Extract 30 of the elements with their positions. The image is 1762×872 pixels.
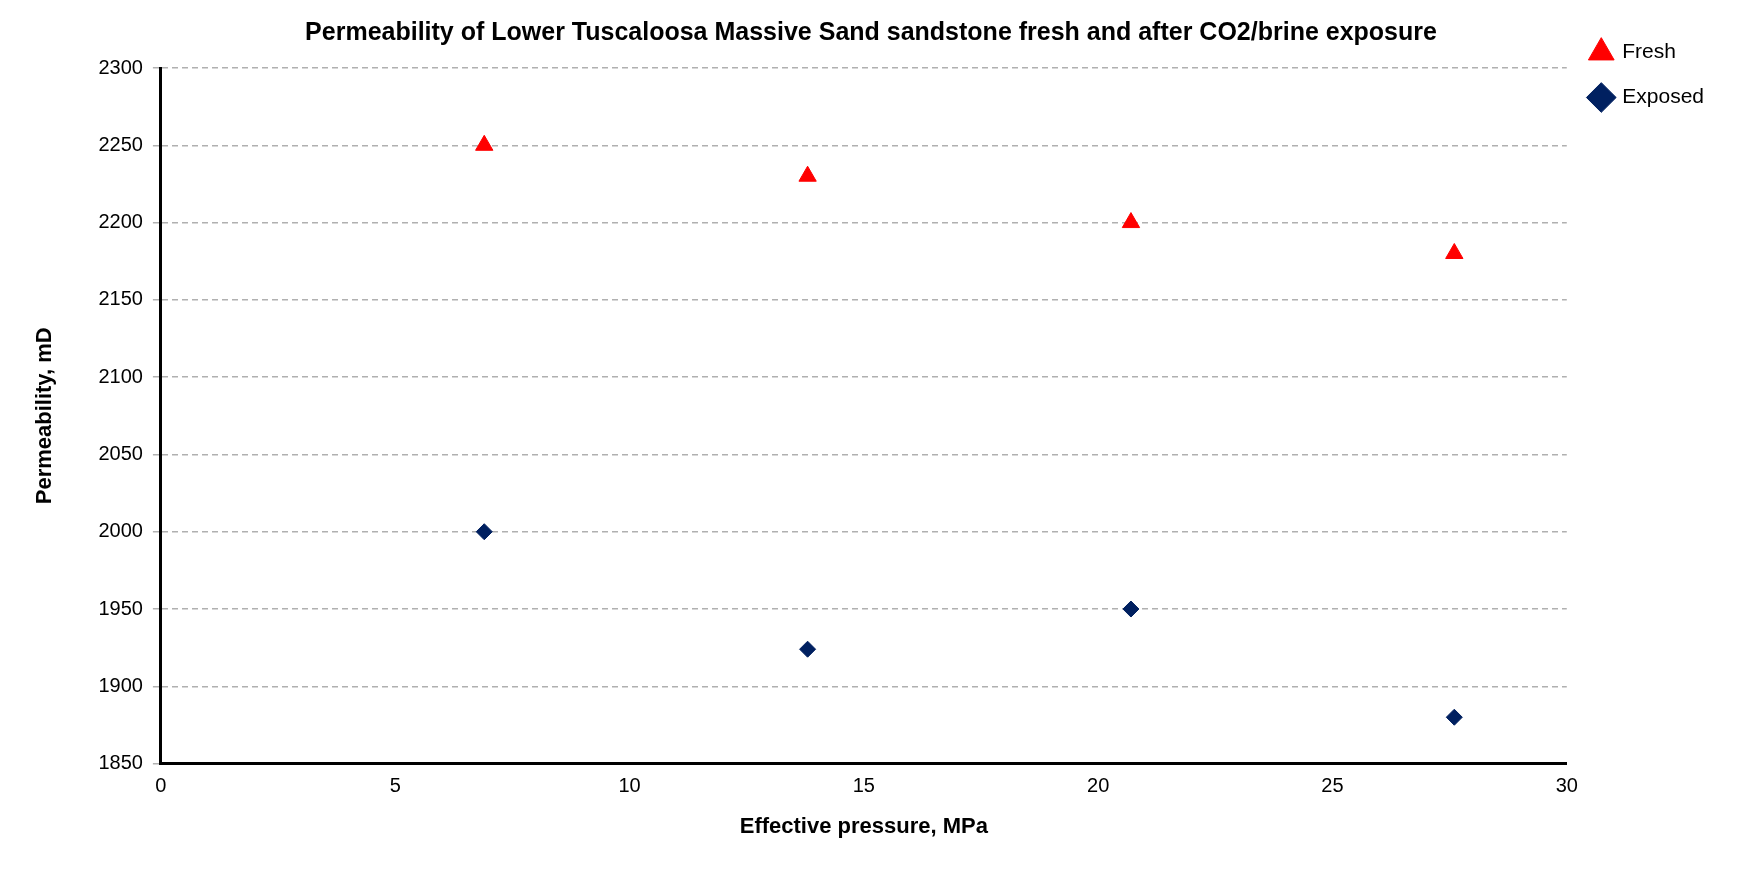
point [798,165,817,182]
point [799,640,817,658]
x-tick-label: 5 [389,774,401,797]
legend-label: Fresh [1622,39,1676,63]
y-tick-label: 2050 [98,441,143,464]
x-tick-label: 20 [1087,774,1110,797]
x-tick-label: 30 [1555,774,1578,797]
x-tick-label: 10 [618,774,641,797]
y-axis-title: Permeability, mD [31,327,57,505]
point [1122,600,1140,618]
legend-label: Exposed [1622,84,1705,108]
point [1445,708,1463,726]
y-tick-label: 2000 [98,519,143,542]
y-tick-label: 2150 [98,287,143,310]
y-tick-label: 2200 [98,210,143,233]
y-tick-label: 1900 [98,673,143,696]
x-axis-title: Effective pressure, MPa [739,812,989,838]
y-tick-label: 1950 [98,596,143,619]
point [1121,212,1141,229]
x-tick-label: 0 [155,774,167,797]
y-tick-label: 2300 [98,55,143,78]
y-tick-label: 1850 [98,751,143,774]
y-tick-label: 2100 [98,364,143,387]
point [475,134,494,151]
point [475,523,493,541]
x-tick-label: 15 [852,774,875,797]
chart-title: Permeability of Lower Tuscaloosa Massive Sand sandstone fresh and after CO2/brine exposure [305,16,1438,45]
point [1445,242,1464,259]
x-tick-label: 25 [1321,774,1344,797]
y-tick-label: 2250 [98,132,143,155]
